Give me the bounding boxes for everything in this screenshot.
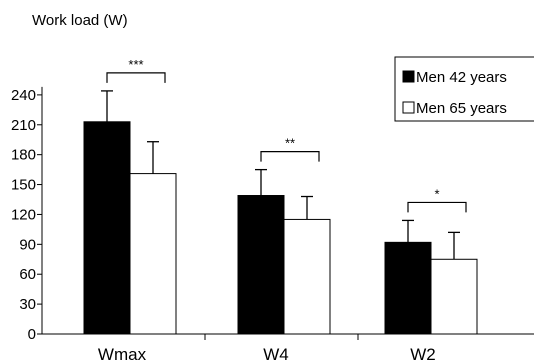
y-tick-label: 60 [19,266,36,283]
significance-brackets: ****** [106,57,467,213]
legend-label-men-42: Men 42 years [416,69,507,86]
significance-label: ** [285,136,295,151]
legend-swatch-men-65 [402,101,415,114]
bar-w4-series-2 [283,218,331,335]
significance-bracket [260,151,320,162]
bar-w2-series-2 [430,258,478,335]
y-tick-label: 90 [19,236,36,253]
bar-w4-series-1 [237,195,285,335]
x-tick-label-wmax: Wmax [98,345,147,364]
significance-bracket [407,201,467,213]
bar-wmax-series-2 [129,173,177,335]
significance-label: *** [128,57,143,72]
x-tick-labels: Wmax W4 W2 [98,345,436,364]
legend-border [394,56,534,122]
y-tick-label: 210 [11,117,36,134]
significance-bracket [106,72,166,83]
legend-label-men-65: Men 65 years [416,100,507,117]
x-tick-label-w4: W4 [263,345,289,364]
y-tick-labels: 0 30 60 90 120 150 180 210 240 [11,87,42,343]
bar-w2-series-1 [384,241,432,335]
y-tick-label: 0 [28,326,36,343]
legend-swatch-men-42 [402,70,415,83]
x-tick-label-w2: W2 [410,345,436,364]
y-tick-label: 30 [19,296,36,313]
error-bars [101,90,460,260]
significance-label: * [434,186,439,201]
bars [83,121,478,335]
y-tick-label: 150 [11,177,36,194]
y-axis-label: Work load (W) [32,12,128,29]
y-tick-label: 240 [11,87,36,104]
y-tick-label: 120 [11,206,36,223]
legend: Men 42 years Men 65 years [394,56,534,122]
bar-wmax-series-1 [83,121,131,335]
y-tick-label: 180 [11,147,36,164]
